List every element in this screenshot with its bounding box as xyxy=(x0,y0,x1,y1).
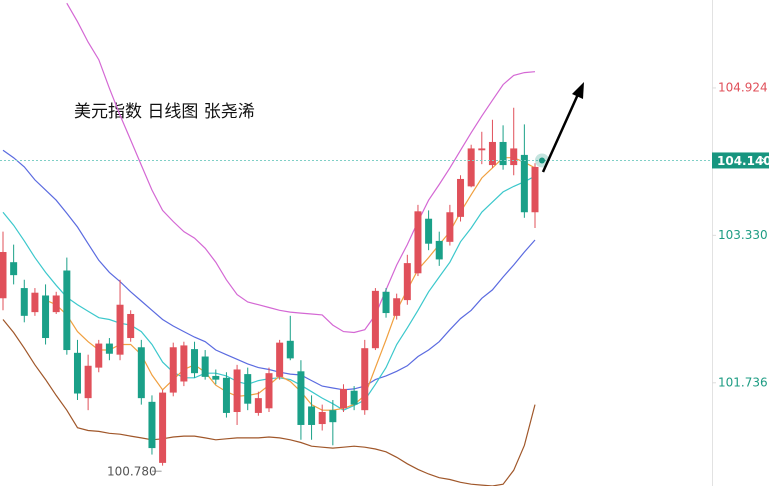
candle-body xyxy=(425,218,433,244)
candle-body xyxy=(457,178,465,217)
candle-body xyxy=(95,343,103,368)
candle-body xyxy=(105,343,113,354)
candle-body xyxy=(531,166,539,213)
candle-body xyxy=(63,270,71,351)
candle-body xyxy=(0,252,7,299)
candle-body xyxy=(276,342,284,377)
indicator-line xyxy=(2,149,536,391)
low-label: 100.780 xyxy=(107,465,157,479)
candle-body xyxy=(446,212,454,242)
last-price-tick xyxy=(759,156,766,165)
candle-body xyxy=(116,304,124,355)
last-price-box xyxy=(712,152,769,169)
candle-body xyxy=(520,154,528,213)
candle-body xyxy=(159,392,167,463)
candle-body xyxy=(42,295,50,339)
candle-body xyxy=(127,313,135,339)
candle-body xyxy=(403,263,411,301)
candle-body xyxy=(10,262,18,276)
candle-body xyxy=(499,141,507,166)
candle-body xyxy=(467,148,475,187)
candle-body xyxy=(329,410,337,423)
candle-body xyxy=(73,352,81,394)
y-tick-label: 101.736 xyxy=(718,375,768,389)
y-tick-label: 103.330 xyxy=(718,228,768,242)
candle-body xyxy=(31,292,39,313)
y-tick-label: 104.924 xyxy=(718,80,768,94)
candle-body xyxy=(180,345,188,382)
candle-body xyxy=(393,298,401,316)
candle-body xyxy=(297,371,305,425)
candle-body xyxy=(254,398,262,413)
candle-body xyxy=(244,374,252,404)
candle-body xyxy=(318,412,326,425)
candle-body xyxy=(308,406,316,425)
chart-title: 美元指数 日线图 张尧浠 xyxy=(74,102,255,122)
candle-body xyxy=(201,356,209,377)
candle-body xyxy=(84,365,92,399)
last-price-dot xyxy=(539,157,545,164)
candle-body xyxy=(339,388,347,409)
indicator-line xyxy=(66,2,536,334)
indicator-line xyxy=(2,319,536,486)
candle-body xyxy=(191,349,199,374)
candle-body xyxy=(286,340,294,359)
candle-body xyxy=(137,347,145,399)
candle-body xyxy=(212,375,220,380)
candle-body xyxy=(350,390,358,405)
candle-body xyxy=(169,347,177,393)
candle-body xyxy=(361,348,369,411)
candle-body xyxy=(371,290,379,349)
indicator-line xyxy=(45,157,536,411)
candle-body xyxy=(20,288,28,316)
candle-body xyxy=(510,148,518,166)
candle-body xyxy=(478,148,486,151)
candle-body xyxy=(148,401,156,449)
last-price-label: 104.140 xyxy=(717,154,769,168)
candle-body xyxy=(52,295,60,313)
candle-body xyxy=(488,141,496,166)
candle-body xyxy=(435,240,443,260)
candle-body xyxy=(222,377,230,413)
candle-body xyxy=(414,211,422,274)
candle-body xyxy=(265,373,273,409)
candle-body xyxy=(382,291,390,314)
candle-body xyxy=(233,369,241,413)
trend-arrow xyxy=(541,82,584,173)
